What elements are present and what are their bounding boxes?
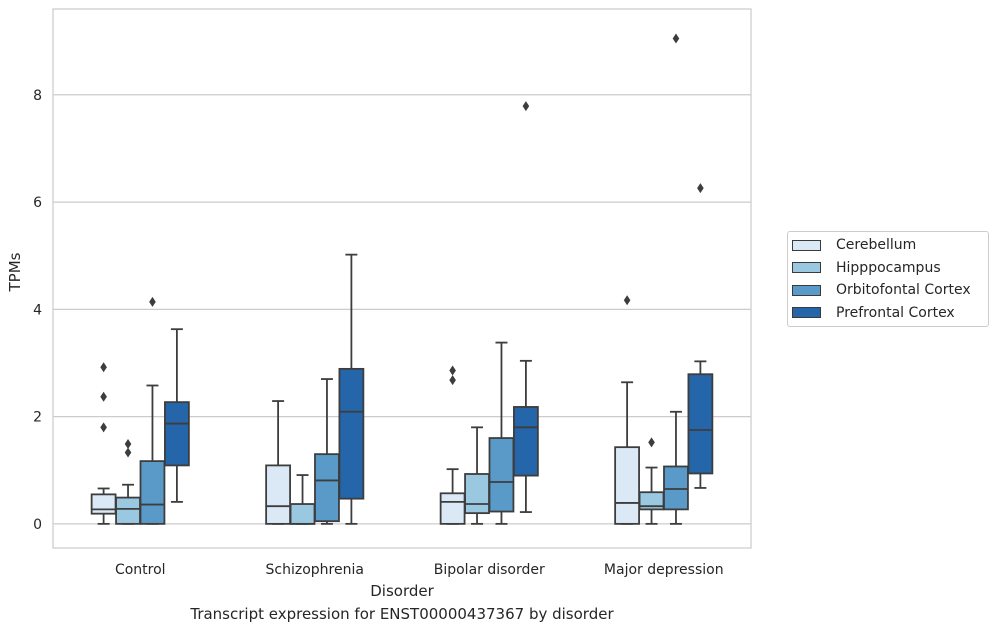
y-tick-label-3: 6 — [33, 195, 42, 211]
legend-swatch — [792, 239, 821, 251]
legend-item-1: Hipppocampus — [792, 259, 941, 277]
box-iqr — [289, 503, 316, 525]
box-0-0 — [90, 362, 117, 525]
box-iqr — [265, 464, 291, 525]
x-tick-label-0: Control — [115, 562, 166, 578]
y-tick-label-0: 0 — [33, 517, 42, 533]
box-plot-area — [90, 33, 714, 525]
box-0-3 — [614, 295, 640, 525]
outlier-point-0 — [522, 101, 530, 112]
box-iqr — [488, 437, 515, 513]
legend-item-3: Prefrontal Cortex — [792, 304, 955, 322]
box-iqr — [513, 406, 539, 477]
y-tick-label-2: 4 — [33, 302, 42, 318]
box-1-1 — [289, 474, 316, 525]
legend-item-2: Orbitofontal Cortex — [792, 281, 971, 299]
outlier-point-0 — [623, 295, 631, 306]
outlier-point-1 — [124, 438, 132, 449]
box-iqr — [115, 496, 141, 525]
outlier-point-0 — [672, 33, 680, 44]
x-tick-label-2: Bipolar disorder — [434, 562, 545, 578]
outlier-point-1 — [449, 365, 456, 376]
box-2-2 — [488, 341, 515, 525]
box-0-1 — [265, 400, 291, 525]
box-1-3 — [638, 437, 665, 525]
box-iqr — [139, 460, 166, 525]
outlier-point-1 — [100, 391, 107, 402]
legend-label: Prefrontal Cortex — [836, 304, 955, 321]
box-iqr — [338, 367, 365, 500]
x-axis-ticks: Control Schizophrenia Bipolar disorder Majo… — [115, 562, 724, 578]
box-iqr — [614, 446, 640, 525]
box-iqr — [90, 493, 117, 515]
outlier-point-0 — [697, 183, 704, 194]
box-iqr — [663, 465, 689, 511]
box-2-0 — [139, 296, 166, 525]
legend-label: Hipppocampus — [836, 259, 941, 276]
grid-lines — [53, 94, 751, 525]
outlier-point-2 — [100, 362, 107, 373]
box-3-2 — [513, 101, 539, 513]
x-tick-label-1: Schizophrenia — [266, 562, 364, 578]
x-tick-label-3: Major depression — [604, 562, 724, 578]
box-3-0 — [164, 328, 190, 503]
y-tick-label-1: 2 — [33, 410, 42, 426]
y-tick-label-4: 8 — [33, 88, 42, 104]
legend: Cerebellum Hipppocampus Orbitofontal Corte… — [787, 231, 989, 327]
legend-item-0: Cerebellum — [792, 236, 916, 254]
legend-label: Orbitofontal Cortex — [836, 282, 971, 298]
y-axis-ticks: 0 2 4 6 8 — [33, 88, 42, 533]
box-3-1 — [338, 253, 365, 525]
legend-label: Cerebellum — [836, 237, 917, 253]
box-iqr — [439, 492, 466, 525]
legend-swatch — [792, 284, 821, 296]
box-iqr — [314, 453, 340, 523]
outlier-point-0 — [100, 422, 107, 433]
box-2-3 — [663, 33, 689, 525]
outlier-point-0 — [449, 375, 456, 386]
box-1-0 — [115, 438, 141, 525]
outlier-point-0 — [124, 447, 132, 458]
plot-area-frame — [52, 8, 752, 549]
legend-swatch — [792, 307, 821, 318]
box-3-3 — [687, 183, 714, 489]
box-iqr — [464, 473, 490, 515]
box-iqr — [687, 373, 714, 475]
box-0-2 — [439, 365, 466, 525]
x-axis-label: Disorder — [370, 582, 434, 600]
chart-caption: Transcript expression for ENST0000043736… — [190, 605, 614, 623]
outlier-point-0 — [648, 437, 655, 448]
box-1-2 — [464, 426, 490, 525]
y-axis-label: TPMs — [6, 252, 24, 292]
box-iqr — [164, 401, 190, 467]
legend-swatch — [792, 262, 821, 273]
box-2-1 — [314, 378, 340, 525]
outlier-point-0 — [149, 296, 156, 307]
